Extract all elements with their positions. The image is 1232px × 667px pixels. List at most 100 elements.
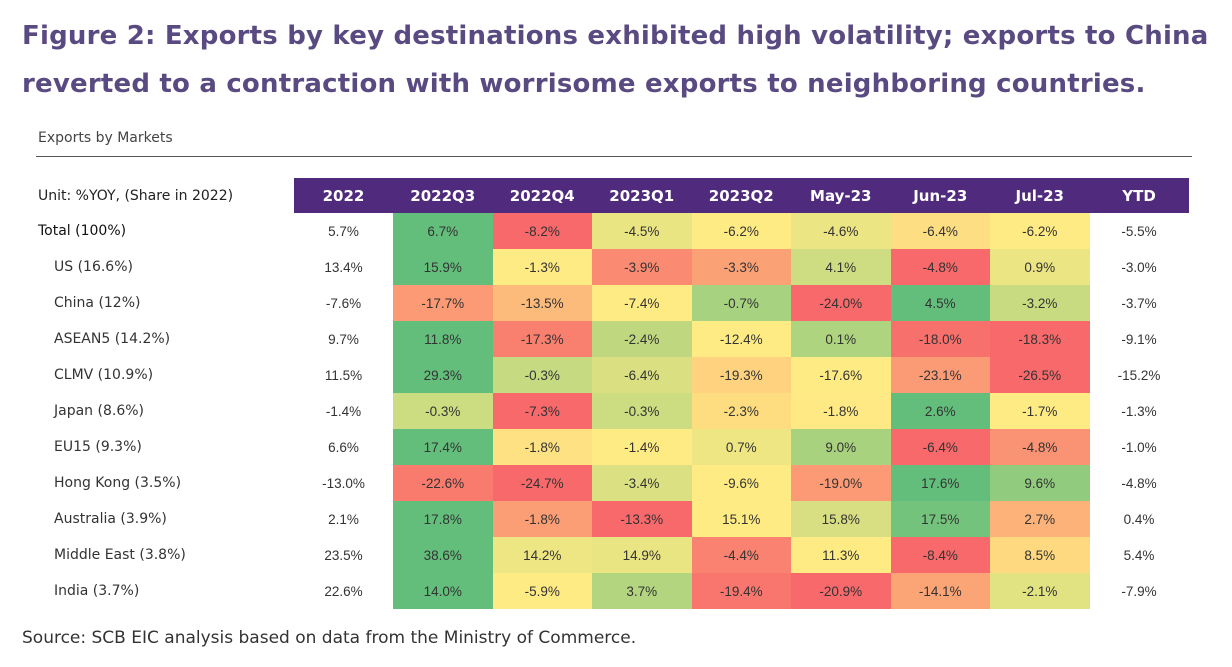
value-cell: 13.4%	[324, 259, 363, 275]
heatmap-cell: 14.9%	[592, 537, 692, 573]
column-header: 2023Q2	[691, 178, 791, 213]
heatmap-cell: 17.6%	[890, 465, 990, 501]
row-label: Hong Kong (3.5%)	[54, 475, 182, 491]
heatmap-cell: -19.4%	[691, 573, 791, 609]
heatmap-cell: 15.1%	[691, 501, 791, 537]
heatmap-cell: 0.7%	[691, 429, 791, 465]
heatmap-cell: -0.3%	[393, 393, 493, 429]
heatmap-cell: -7.3%	[492, 393, 592, 429]
heatmap-cell: -20.9%	[791, 573, 891, 609]
heatmap-cell: -8.2%	[492, 213, 592, 249]
heatmap-cell: 15.9%	[393, 249, 493, 285]
value-cell: -15.2%	[1117, 367, 1161, 383]
table-subtitle: Exports by Markets	[38, 130, 173, 146]
heatmap-cell: 9.6%	[990, 465, 1090, 501]
heatmap-cell: -0.3%	[492, 357, 592, 393]
table-row: US (16.6%) 13.4% 15.9% -1.3% -3.9% -3.3% 4.1% -…	[36, 249, 1189, 285]
row-label: ASEAN5 (14.2%)	[54, 331, 171, 347]
table-row: India (3.7%) 22.6% 14.0% -5.9% 3.7% -19.4% -20…	[36, 573, 1189, 609]
heatmap-cell: 15.8%	[791, 501, 891, 537]
heatmap-cell: 17.8%	[393, 501, 493, 537]
column-header: Jun-23	[890, 178, 990, 213]
heatmap-cell: -1.8%	[791, 393, 891, 429]
row-label: India (3.7%)	[54, 583, 140, 599]
heatmap-cell: -1.8%	[492, 429, 592, 465]
heatmap-cell: -9.6%	[691, 465, 791, 501]
table-row: Middle East (3.8%) 23.5% 38.6% 14.2% 14.9% -4…	[36, 537, 1189, 573]
value-cell: -7.9%	[1121, 583, 1157, 599]
table-row: EU15 (9.3%) 6.6% 17.4% -1.8% -1.4% 0.7% 9.0% -6…	[36, 429, 1189, 465]
heatmap-cell: 2.6%	[890, 393, 990, 429]
heatmap-cell: -24.7%	[492, 465, 592, 501]
heatmap-cell: -4.4%	[691, 537, 791, 573]
heatmap-cell: -0.3%	[592, 393, 692, 429]
heatmap-cell: -14.1%	[890, 573, 990, 609]
row-label: Middle East (3.8%)	[54, 547, 186, 563]
table-row: Australia (3.9%) 2.1% 17.8% -1.8% -13.3% 15.1…	[36, 501, 1189, 537]
heatmap-cell: 0.9%	[990, 249, 1090, 285]
value-cell: 5.7%	[328, 223, 359, 239]
heatmap-table: Unit: %YOY, (Share in 2022) 2022 2022Q3 …	[36, 178, 1189, 609]
column-header: 2022Q4	[492, 178, 592, 213]
subtitle-divider	[36, 156, 1192, 157]
row-label: EU15 (9.3%)	[54, 439, 142, 455]
column-header: 2022	[294, 178, 393, 213]
heatmap-cell: -1.8%	[492, 501, 592, 537]
value-cell: -1.0%	[1121, 439, 1157, 455]
heatmap-cell: -17.6%	[791, 357, 891, 393]
row-label: China (12%)	[54, 295, 141, 311]
heatmap-cell: -3.3%	[691, 249, 791, 285]
heatmap-cell: -2.4%	[592, 321, 692, 357]
column-header: YTD	[1089, 178, 1189, 213]
heatmap-cell: 4.1%	[791, 249, 891, 285]
heatmap-cell: -5.9%	[492, 573, 592, 609]
row-label: Japan (8.6%)	[54, 403, 144, 419]
value-cell: 9.7%	[328, 331, 359, 347]
heatmap-cell: -17.7%	[393, 285, 493, 321]
table-row: CLMV (10.9%) 11.5% 29.3% -0.3% -6.4% -19.3% -1…	[36, 357, 1189, 393]
heatmap-cell: -2.1%	[990, 573, 1090, 609]
value-cell: -1.4%	[325, 403, 362, 419]
heatmap-cell: -26.5%	[990, 357, 1090, 393]
heatmap-cell: 14.0%	[393, 573, 493, 609]
heatmap-cell: -1.7%	[990, 393, 1090, 429]
header-row: Unit: %YOY, (Share in 2022) 2022 2022Q3 …	[36, 178, 1189, 213]
heatmap-cell: -13.5%	[492, 285, 592, 321]
heatmap-cell: -1.4%	[592, 429, 692, 465]
row-label: Australia (3.9%)	[54, 511, 167, 527]
heatmap-cell: -4.8%	[890, 249, 990, 285]
heatmap-cell: -13.3%	[592, 501, 692, 537]
heatmap-cell: -18.3%	[990, 321, 1090, 357]
unit-label: Unit: %YOY, (Share in 2022)	[36, 178, 294, 213]
heatmap-cell: -3.2%	[990, 285, 1090, 321]
table-row: ASEAN5 (14.2%) 9.7% 11.8% -17.3% -2.4% -12.4%…	[36, 321, 1189, 357]
value-cell: -7.6%	[325, 295, 362, 311]
heatmap-cell: -4.8%	[990, 429, 1090, 465]
value-cell: -13.0%	[322, 475, 365, 491]
column-header: May-23	[791, 178, 891, 213]
table-row: China (12%) -7.6% -17.7% -13.5% -7.4% -0.7% -2…	[36, 285, 1189, 321]
heatmap-cell: 8.5%	[990, 537, 1090, 573]
heatmap-cell: -24.0%	[791, 285, 891, 321]
value-cell: 5.4%	[1123, 547, 1155, 563]
value-cell: -3.7%	[1121, 295, 1157, 311]
column-header: 2023Q1	[592, 178, 692, 213]
row-label: Total (100%)	[38, 223, 127, 239]
heatmap-cell: -18.0%	[890, 321, 990, 357]
value-cell: -4.8%	[1121, 475, 1157, 491]
heatmap-cell: -17.3%	[492, 321, 592, 357]
source-note: Source: SCB EIC analysis based on data f…	[22, 628, 637, 648]
value-cell: -3.0%	[1121, 259, 1157, 275]
value-cell: 11.5%	[324, 367, 363, 383]
heatmap-cell: 4.5%	[890, 285, 990, 321]
heatmap-cell: -6.2%	[691, 213, 791, 249]
heatmap-cell: -2.3%	[691, 393, 791, 429]
table-row-total: Total (100%) 5.7% 6.7% -8.2% -4.5% -6.2% -4.6%…	[36, 213, 1189, 249]
heatmap-cell: -6.2%	[990, 213, 1090, 249]
heatmap-cell: -1.3%	[492, 249, 592, 285]
heatmap-cell: -19.3%	[691, 357, 791, 393]
value-cell: -1.3%	[1121, 403, 1157, 419]
column-header: Jul-23	[990, 178, 1090, 213]
heatmap-cell: 38.6%	[393, 537, 493, 573]
heatmap-cell: -4.5%	[592, 213, 692, 249]
